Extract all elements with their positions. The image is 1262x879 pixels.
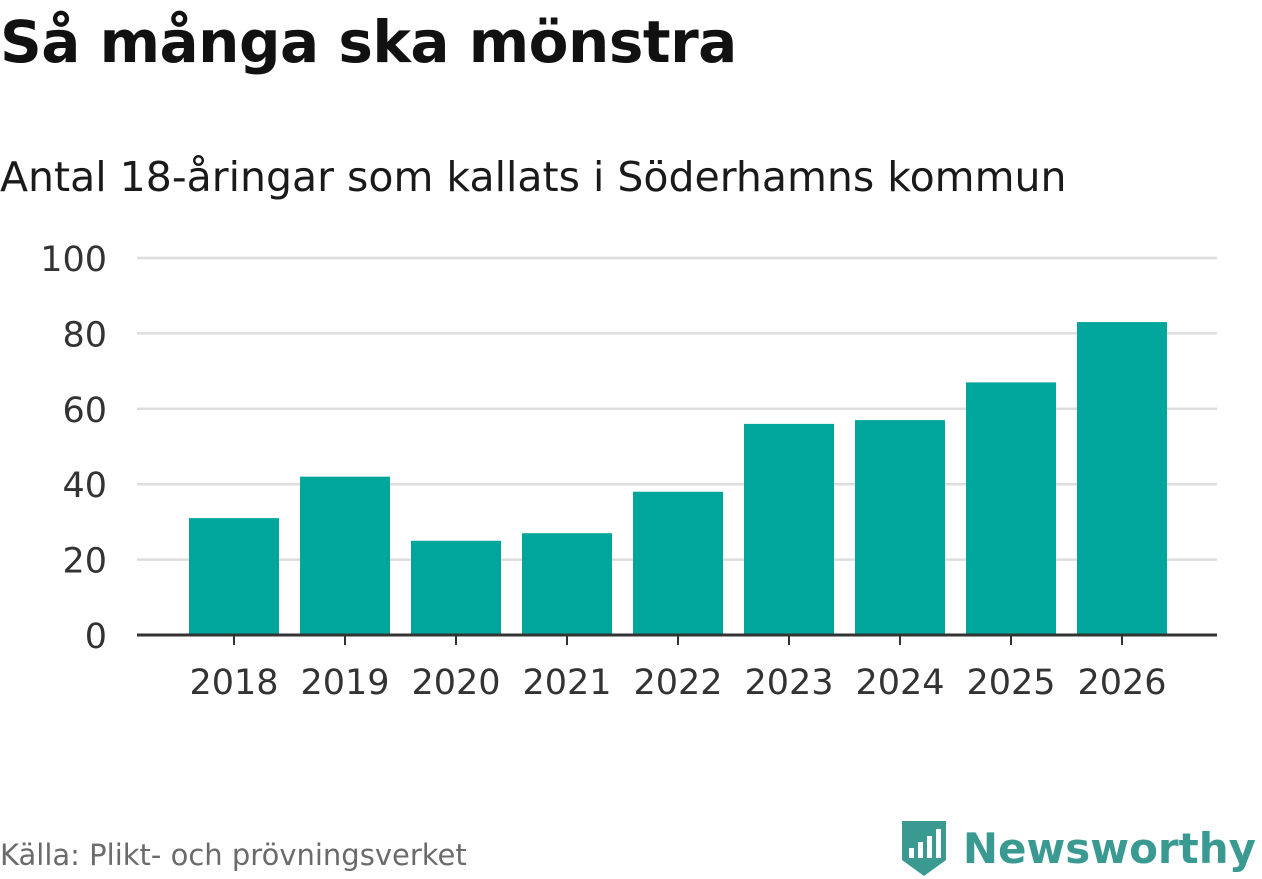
x-tick-label: 2026 <box>1077 663 1166 703</box>
bar-2019 <box>300 476 390 635</box>
bar-2020 <box>411 540 501 635</box>
x-tick-label: 2022 <box>633 663 722 703</box>
y-tick-label: 40 <box>62 466 107 506</box>
y-tick-label: 0 <box>85 617 107 657</box>
bar-chart-tag-icon <box>901 821 946 876</box>
y-tick-label: 60 <box>62 391 107 431</box>
x-tick-label: 2025 <box>966 663 1055 703</box>
chart-title: Så många ska mönstra <box>0 8 737 76</box>
x-tick-label: 2024 <box>855 663 944 703</box>
x-tick-label: 2021 <box>522 663 611 703</box>
bar-2022 <box>633 491 723 635</box>
chart-subtitle: Antal 18-åringar som kallats i Söderhamn… <box>0 153 1067 201</box>
x-tick-label: 2023 <box>744 663 833 703</box>
x-tick-label: 2020 <box>411 663 500 703</box>
x-tick-label: 2018 <box>189 663 278 703</box>
y-tick-label: 80 <box>62 315 107 355</box>
y-tick-label: 20 <box>62 542 107 582</box>
bar-2025 <box>966 382 1056 635</box>
bar-2018 <box>189 518 279 635</box>
brand-logo: Newsworthy <box>899 818 1256 878</box>
bar-2023 <box>744 423 834 635</box>
bar-chart: 0 20 40 60 80 100 2018 2019 2020 2021 2022 2023 2024… <box>40 240 1217 703</box>
brand-name: Newsworthy <box>962 823 1256 873</box>
y-tick-label: 100 <box>40 240 107 280</box>
bar-2021 <box>522 533 612 635</box>
x-tick-label: 2019 <box>300 663 389 703</box>
bar-2024 <box>855 420 945 635</box>
source-note: Källa: Plikt- och prövningsverket <box>0 838 467 872</box>
bar-2026 <box>1077 322 1167 635</box>
